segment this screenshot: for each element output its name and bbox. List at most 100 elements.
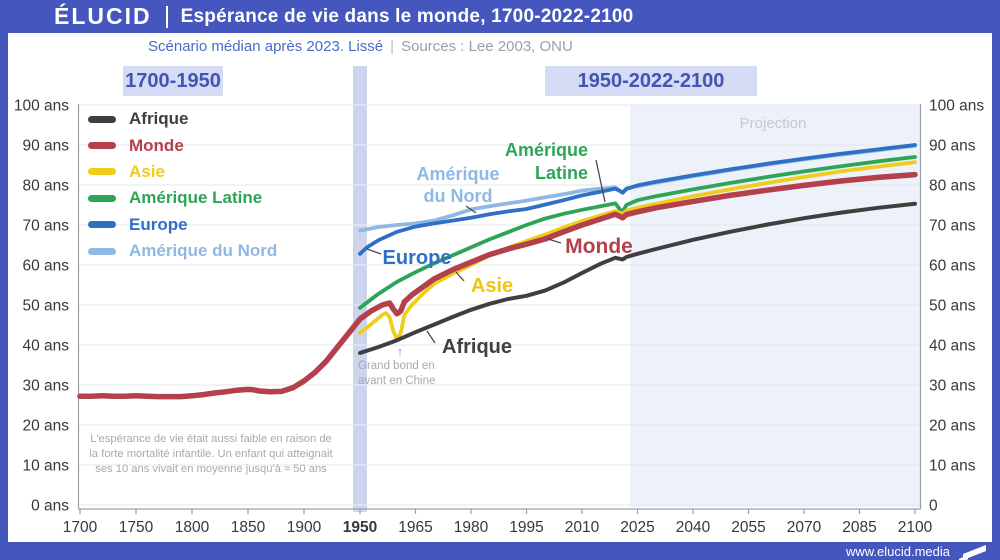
label-afrique: Afrique — [442, 336, 512, 358]
y-tick-label-right: 10 ans — [929, 458, 976, 475]
x-tick-label: 1950 — [343, 519, 377, 536]
label-amerique-du-nord: du Nord — [424, 186, 493, 206]
footer-url: www.elucid.media — [845, 543, 950, 559]
legend-label: Europe — [129, 214, 188, 234]
y-tick-label-left: 40 ans — [22, 338, 69, 355]
x-tick-label: 1850 — [231, 519, 266, 536]
legend-swatch — [88, 142, 116, 150]
x-tick-label: 2055 — [731, 519, 765, 536]
x-tick-label: 1700 — [63, 519, 98, 536]
label-amerique-latine: Amérique — [505, 140, 588, 160]
legend-item-asie: Asie — [88, 159, 277, 185]
label-europe-pointer — [366, 248, 382, 255]
x-tick-label: 1980 — [454, 519, 489, 536]
legend-swatch — [88, 247, 116, 255]
legend-label: Afrique — [129, 109, 189, 129]
label-monde-pointer — [547, 238, 562, 244]
period-label-1950-2022-2100: 1950-2022-2100 — [545, 66, 757, 96]
subtitle-separator: | — [390, 38, 395, 55]
series-line-amerique-latine — [358, 155, 917, 310]
y-tick-label-left: 60 ans — [22, 258, 69, 275]
legend-swatch — [88, 194, 116, 202]
series-line-europe — [358, 143, 917, 256]
x-tick-label: 2085 — [842, 519, 876, 536]
y-tick-label-left: 70 ans — [22, 218, 69, 235]
y-tick-label-right: 20 ans — [929, 418, 976, 435]
great-leap-note: Grand bond en — [358, 360, 435, 372]
series-line-asie — [358, 160, 917, 342]
label-amerique-latine: Latine — [535, 163, 588, 183]
x-tick-label: 1900 — [287, 519, 322, 536]
subtitle-sources: Sources : Lee 2003, ONU — [401, 38, 573, 55]
y-tick-label-right: 50 ans — [929, 298, 976, 315]
label-asie-pointer — [455, 271, 465, 282]
legend-label: Amérique Latine — [129, 188, 263, 208]
brand-logo: ÉLUCID — [54, 3, 152, 29]
projection-label: Projection — [740, 115, 807, 132]
subtitle-scenario: Scénario médian après 2023. Lissé — [148, 38, 384, 55]
legend-swatch — [88, 115, 116, 123]
y-tick-label-right: 0 — [929, 498, 938, 515]
elucid-flag-icon — [959, 544, 986, 560]
y-tick-label-right: 80 ans — [929, 178, 976, 195]
great-leap-note: avant en Chine — [358, 375, 435, 387]
great-leap-note-arrow-icon: ↑ — [397, 344, 404, 359]
y-tick-label-left: 10 ans — [22, 458, 69, 475]
page-title: Espérance de vie dans le monde, 1700-202… — [180, 5, 634, 27]
legend-item-monde: Monde — [88, 132, 277, 158]
series-line-afrique — [358, 201, 917, 355]
y-tick-label-left: 90 ans — [22, 138, 69, 155]
legend-label: Amérique du Nord — [129, 241, 278, 261]
infant-mortality-note: la forte mortalité infantile. Un enfant … — [89, 448, 333, 460]
label-europe: Europe — [383, 247, 452, 269]
x-tick-label: 1800 — [175, 519, 210, 536]
legend-label: Asie — [129, 161, 165, 181]
period-label-1700-1950: 1700-1950 — [123, 66, 223, 96]
label-amerique-du-nord: Amérique — [416, 164, 499, 184]
legend-item-am-rique-du-nord: Amérique du Nord — [88, 238, 277, 264]
y-tick-label-left: 0 ans — [31, 498, 69, 515]
y-tick-label-right: 90 ans — [929, 138, 976, 155]
y-tick-label-right: 100 ans — [929, 98, 984, 115]
subtitle: Scénario médian après 2023. Lissé | Source… — [148, 33, 573, 60]
y-tick-label-right: 70 ans — [929, 218, 976, 235]
legend-item-am-rique-latine: Amérique Latine — [88, 185, 277, 211]
infant-mortality-note: L'espérance de vie était aussi faible en… — [90, 433, 332, 445]
series-line-monde — [77, 171, 918, 400]
legend: Afrique Monde Asie Amérique Latine Europ… — [88, 106, 277, 264]
y-tick-label-left: 50 ans — [22, 298, 69, 315]
label-amerique-du-nord-pointer — [465, 205, 477, 214]
x-tick-label: 2025 — [620, 519, 654, 536]
label-asie: Asie — [471, 275, 513, 297]
era-divider-band — [353, 66, 367, 512]
footer: www.elucid.media — [0, 542, 1000, 560]
y-tick-label-right: 40 ans — [929, 338, 976, 355]
x-tick-label: 1750 — [119, 519, 154, 536]
y-tick-label-left: 20 ans — [22, 418, 69, 435]
x-tick-label: 1995 — [509, 519, 543, 536]
legend-item-europe: Europe — [88, 212, 277, 238]
frame-right-edge — [992, 0, 1000, 560]
label-amerique-latine-pointer — [595, 159, 606, 203]
y-tick-label-left: 100 ans — [14, 98, 69, 115]
y-tick-label-left: 30 ans — [22, 378, 69, 395]
x-tick-label: 2100 — [898, 519, 933, 536]
label-monde: Monde — [565, 235, 633, 258]
label-afrique-pointer — [426, 330, 436, 344]
x-tick-label: 2070 — [787, 519, 822, 536]
header-divider — [165, 5, 168, 28]
y-tick-label-left: 80 ans — [22, 178, 69, 195]
projection-region — [630, 105, 920, 507]
infant-mortality-note: ses 10 ans vivait en moyenne jusqu'à ≈ 5… — [95, 463, 327, 475]
y-tick-label-right: 30 ans — [929, 378, 976, 395]
frame-left-edge — [0, 0, 8, 560]
legend-label: Monde — [129, 135, 184, 155]
legend-item-afrique: Afrique — [88, 106, 277, 132]
legend-swatch — [88, 221, 116, 229]
x-tick-label: 1965 — [398, 519, 432, 536]
legend-swatch — [88, 168, 116, 176]
x-tick-label: 2040 — [676, 519, 711, 536]
x-tick-label: 2010 — [565, 519, 600, 536]
